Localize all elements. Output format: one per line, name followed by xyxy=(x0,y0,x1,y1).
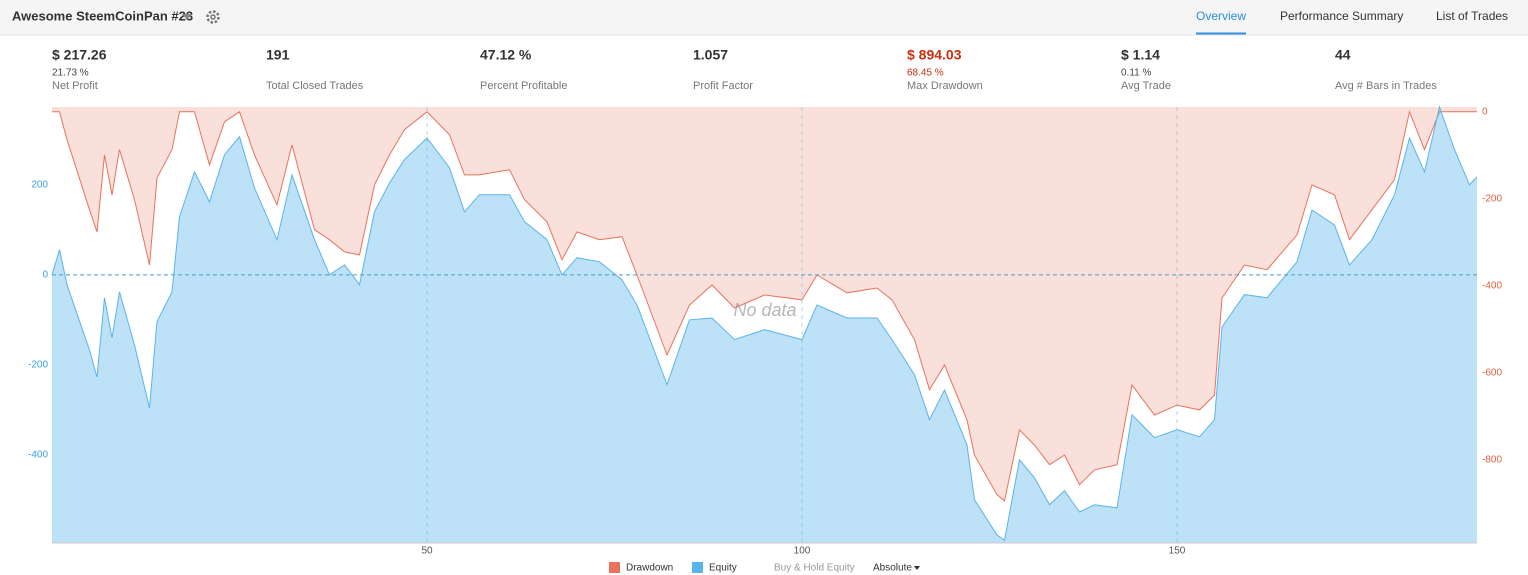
stat-value: $ 217.26 xyxy=(52,47,107,63)
dropdown-caret xyxy=(914,566,920,570)
gear-hole xyxy=(210,14,216,20)
stat-label: Profit Factor xyxy=(693,80,753,92)
series-line xyxy=(52,110,1477,502)
area-fill xyxy=(52,107,1477,543)
stat-label: Total Closed Trades xyxy=(266,80,364,92)
area-fill xyxy=(52,107,1477,501)
stat-percent: 68.45 % xyxy=(907,68,944,79)
series-line xyxy=(51,105,1478,542)
chart: 50 100 150 -400 -200 0 200 0 -200 -400 -600 -800 No … xyxy=(28,105,1502,574)
y2-tick-label: -200 xyxy=(1482,193,1502,204)
stat-value: 1.057 xyxy=(693,47,728,63)
legend-label[interactable]: Buy & Hold Equity xyxy=(774,563,855,574)
stat-percent: 21.73 % xyxy=(52,68,89,79)
y2-tick-label: -600 xyxy=(1482,368,1502,379)
dropdown-caret[interactable] xyxy=(182,14,192,20)
stat-percent: 0.11 % xyxy=(1121,68,1151,79)
stat-value: $ 1.14 xyxy=(1121,47,1160,63)
legend-swatch xyxy=(692,562,703,573)
tab[interactable]: Performance Summary xyxy=(1280,9,1403,23)
y-tick-label: -200 xyxy=(28,359,48,370)
stats-row: $ 217.26 21.73 %Net Profit 191 Total Closed… xyxy=(52,47,1437,92)
y2-tick-label: -800 xyxy=(1482,455,1502,466)
stat-label: Max Drawdown xyxy=(907,80,983,92)
watermark: No data xyxy=(733,300,796,320)
tab[interactable]: List of Trades xyxy=(1436,9,1508,23)
y2-tick-label: -400 xyxy=(1482,280,1502,291)
stat-label: Net Profit xyxy=(52,80,98,92)
x-tick-label: 150 xyxy=(1169,546,1186,557)
stat-value: 47.12 % xyxy=(480,47,532,63)
y-tick-label: 0 xyxy=(42,269,48,280)
x-tick-label: 50 xyxy=(421,546,433,557)
stat-value: 44 xyxy=(1335,47,1351,63)
gear xyxy=(206,10,220,24)
scale-mode[interactable]: Absolute xyxy=(873,563,912,574)
stat-label: Avg Trade xyxy=(1121,80,1171,92)
header-bar xyxy=(0,0,1528,35)
tab[interactable]: Overview xyxy=(1196,9,1246,23)
stat-value: $ 894.03 xyxy=(907,47,962,63)
stat-label: Avg # Bars in Trades xyxy=(1335,80,1437,92)
strategy-title[interactable]: Awesome SteemCoinPan #23 xyxy=(12,8,193,23)
legend-label[interactable]: Drawdown xyxy=(626,563,673,574)
y-tick-label: 200 xyxy=(31,179,48,190)
stat-label: Percent Profitable xyxy=(480,80,567,92)
stat-value: 191 xyxy=(266,47,290,63)
y-tick-label: -400 xyxy=(28,449,48,460)
legend-swatch xyxy=(609,562,620,573)
legend-label[interactable]: Equity xyxy=(709,563,737,574)
x-tick-label: 100 xyxy=(794,546,811,557)
settings-icon[interactable] xyxy=(206,10,220,24)
y2-tick-label: 0 xyxy=(1482,106,1488,117)
